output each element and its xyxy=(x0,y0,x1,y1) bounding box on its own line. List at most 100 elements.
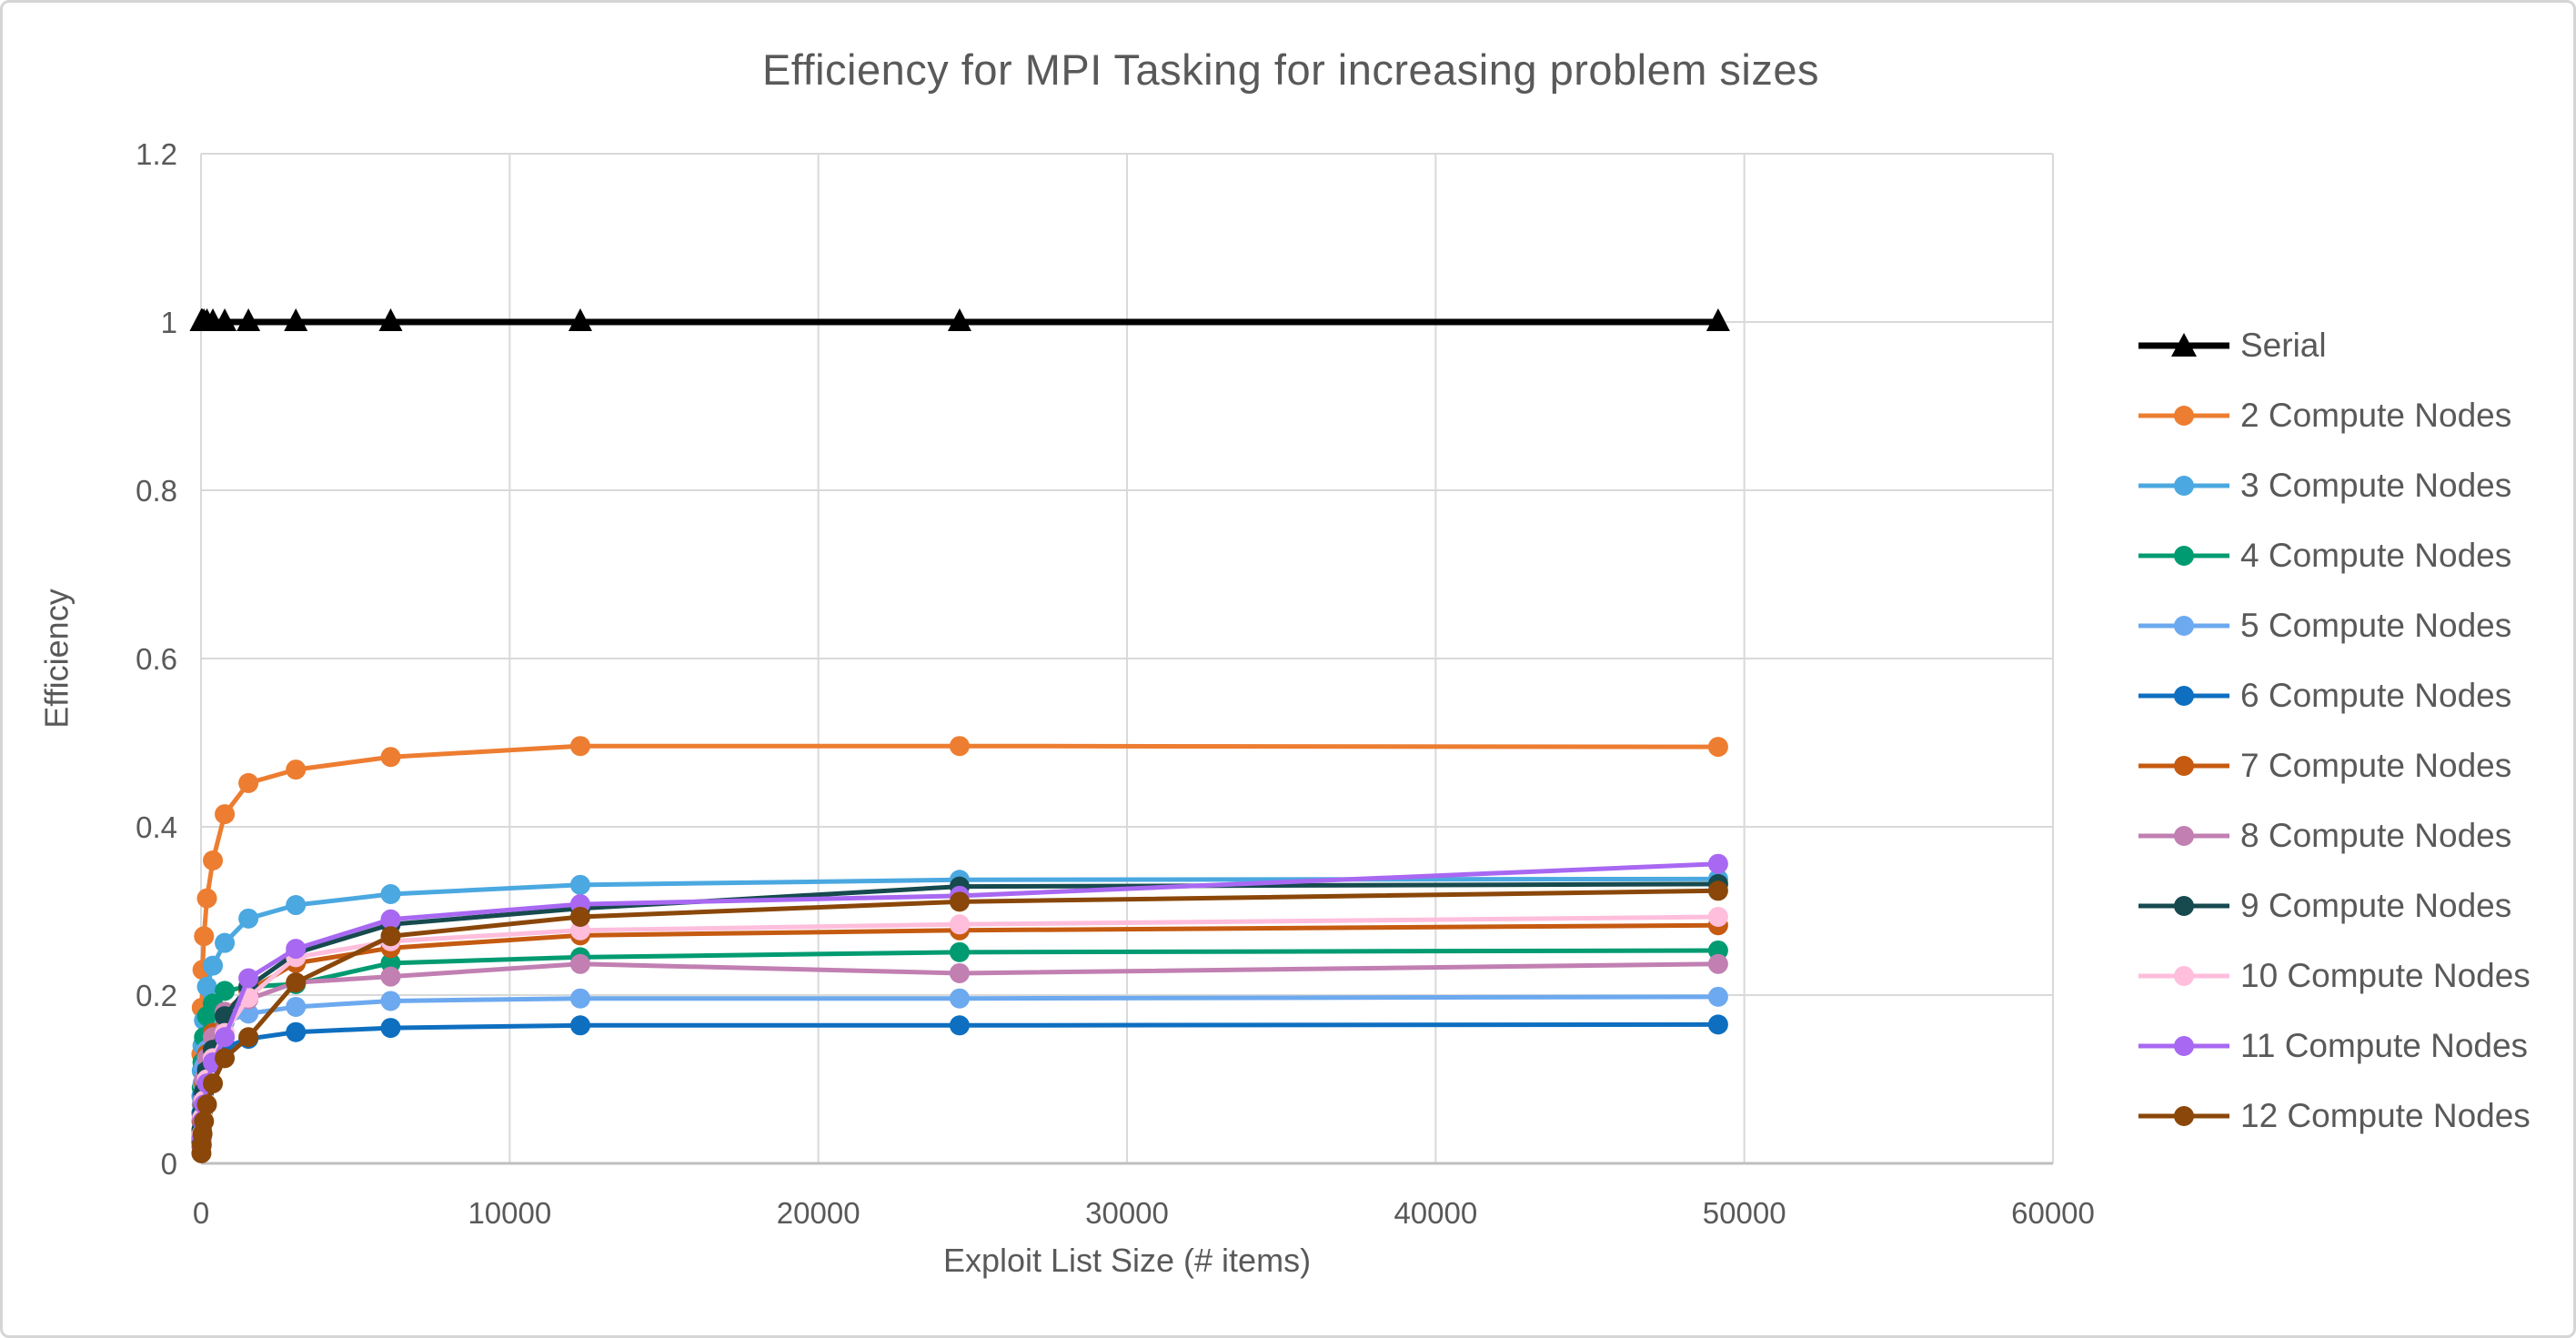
legend-marker-icon-5-compute-nodes xyxy=(2138,615,2229,636)
data-point-marker xyxy=(949,891,970,912)
legend-label-9-compute-nodes: 9 Compute Nodes xyxy=(2240,886,2512,924)
data-point-marker xyxy=(1707,853,1728,874)
legend: Serial 2 Compute Nodes 3 Compute Nodes 4 Co… xyxy=(2138,310,2531,1151)
data-point-marker xyxy=(215,1048,236,1069)
data-point-marker xyxy=(238,908,259,929)
data-point-marker xyxy=(569,1015,590,1036)
legend-item-11-compute-nodes: 11 Compute Nodes xyxy=(2138,1011,2531,1081)
data-point-marker xyxy=(1707,953,1728,974)
legend-item-12-compute-nodes: 12 Compute Nodes xyxy=(2138,1081,2531,1151)
x-axis-tick-label-40000: 40000 xyxy=(1394,1196,1477,1230)
data-point-marker xyxy=(215,804,236,825)
legend-label-12-compute-nodes: 12 Compute Nodes xyxy=(2240,1096,2531,1134)
y-axis-title-container: Efficiency xyxy=(34,477,81,840)
legend-label-11-compute-nodes: 11 Compute Nodes xyxy=(2240,1026,2529,1064)
data-point-marker xyxy=(203,850,224,870)
data-point-marker xyxy=(949,941,970,962)
data-point-marker xyxy=(949,962,970,983)
legend-label-8-compute-nodes: 8 Compute Nodes xyxy=(2240,816,2512,854)
data-point-marker xyxy=(569,874,590,895)
data-point-marker xyxy=(284,308,308,331)
data-point-marker xyxy=(286,895,307,916)
legend-label-2-compute-nodes: 2 Compute Nodes xyxy=(2240,396,2512,434)
legend-marker-icon-3-compute-nodes xyxy=(2138,475,2229,496)
legend-marker-icon-2-compute-nodes xyxy=(2138,405,2229,426)
legend-item-3-compute-nodes: 3 Compute Nodes xyxy=(2138,450,2531,520)
legend-item-10-compute-nodes: 10 Compute Nodes xyxy=(2138,941,2531,1011)
legend-label-5-compute-nodes: 5 Compute Nodes xyxy=(2240,606,2512,644)
data-point-marker xyxy=(286,760,307,780)
legend-marker-icon-4-compute-nodes xyxy=(2138,545,2229,566)
data-point-marker xyxy=(215,981,236,1001)
legend-item-2-compute-nodes: 2 Compute Nodes xyxy=(2138,380,2531,450)
data-point-marker xyxy=(1706,308,1730,331)
data-point-marker xyxy=(286,939,307,960)
data-point-marker xyxy=(215,932,236,953)
data-point-marker xyxy=(196,1094,217,1115)
data-point-marker xyxy=(949,1015,970,1036)
x-axis-title: Exploit List Size (# items) xyxy=(942,1242,1312,1279)
data-point-marker xyxy=(194,1111,215,1132)
chart-title: Efficiency for MPI Tasking for increasin… xyxy=(761,45,1820,94)
data-point-marker xyxy=(569,953,590,974)
data-point-marker xyxy=(1707,986,1728,1007)
legend-marker-icon-10-compute-nodes xyxy=(2138,965,2229,986)
x-axis-tick-label-60000: 60000 xyxy=(2011,1196,2095,1230)
data-point-marker xyxy=(203,1073,224,1094)
data-point-marker xyxy=(380,966,401,987)
data-point-marker xyxy=(378,308,403,331)
data-point-marker xyxy=(380,884,401,904)
data-point-marker xyxy=(196,888,217,909)
series-5-compute-nodes xyxy=(191,986,1728,1132)
legend-marker-icon-9-compute-nodes xyxy=(2138,895,2229,916)
x-axis-tick-label-10000: 10000 xyxy=(468,1196,551,1230)
legend-item-serial: Serial xyxy=(2138,310,2531,380)
data-point-marker xyxy=(947,308,971,331)
legend-item-9-compute-nodes: 9 Compute Nodes xyxy=(2138,870,2531,941)
y-axis-tick-label-0: 0 xyxy=(161,1147,177,1181)
y-axis-tick-label-1: 1 xyxy=(161,306,177,339)
legend-marker-icon-8-compute-nodes xyxy=(2138,825,2229,846)
legend-item-4-compute-nodes: 4 Compute Nodes xyxy=(2138,520,2531,590)
data-point-marker xyxy=(286,996,307,1017)
legend-marker-icon-serial xyxy=(2138,332,2229,357)
legend-label-3-compute-nodes: 3 Compute Nodes xyxy=(2240,466,2512,504)
legend-label-serial: Serial xyxy=(2240,326,2327,364)
data-point-marker xyxy=(203,955,224,976)
x-axis-tick-label-50000: 50000 xyxy=(1703,1196,1786,1230)
legend-item-6-compute-nodes: 6 Compute Nodes xyxy=(2138,660,2531,730)
data-point-marker xyxy=(380,909,401,930)
data-point-marker xyxy=(569,988,590,1009)
data-point-marker xyxy=(380,926,401,947)
y-axis-tick-label-0.2: 0.2 xyxy=(136,979,177,1012)
data-point-marker xyxy=(286,972,307,993)
data-point-marker xyxy=(1707,880,1728,901)
x-axis-tick-label-30000: 30000 xyxy=(1085,1196,1169,1230)
data-point-marker xyxy=(380,991,401,1011)
data-point-marker xyxy=(238,1027,259,1048)
data-point-marker xyxy=(238,968,259,989)
data-point-marker xyxy=(1707,906,1728,927)
data-point-marker xyxy=(213,308,237,331)
data-point-marker xyxy=(238,772,259,793)
series-line-6-compute-nodes xyxy=(198,1021,1721,1132)
series-6-compute-nodes xyxy=(191,1014,1728,1140)
series-12-compute-nodes xyxy=(191,880,1728,1163)
legend-label-7-compute-nodes: 7 Compute Nodes xyxy=(2240,746,2512,784)
y-axis-tick-label-1.2: 1.2 xyxy=(136,137,177,171)
data-point-marker xyxy=(569,906,590,927)
data-point-marker xyxy=(949,988,970,1009)
legend-label-10-compute-nodes: 10 Compute Nodes xyxy=(2240,956,2531,994)
data-point-marker xyxy=(236,308,261,331)
data-point-marker xyxy=(196,976,217,997)
data-point-marker xyxy=(949,914,970,935)
legend-item-8-compute-nodes: 8 Compute Nodes xyxy=(2138,800,2531,870)
legend-item-5-compute-nodes: 5 Compute Nodes xyxy=(2138,590,2531,660)
data-point-marker xyxy=(949,736,970,757)
legend-marker-icon-7-compute-nodes xyxy=(2138,755,2229,776)
data-point-marker xyxy=(215,1027,236,1048)
legend-marker-icon-11-compute-nodes xyxy=(2138,1035,2229,1056)
legend-label-6-compute-nodes: 6 Compute Nodes xyxy=(2240,676,2512,714)
data-point-marker xyxy=(568,308,592,331)
